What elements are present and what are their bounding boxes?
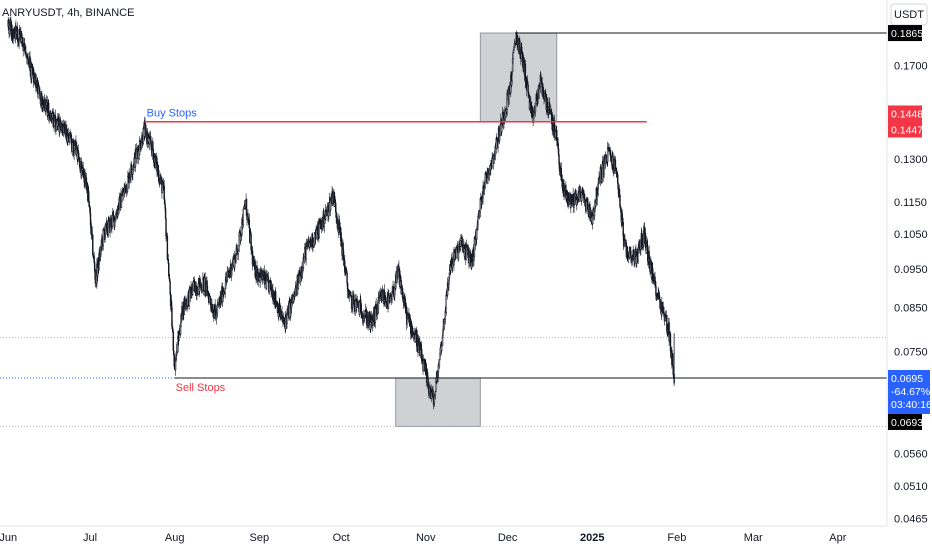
candle-body <box>544 90 547 95</box>
candle-body <box>161 187 164 194</box>
time-tick-label: Jun <box>0 532 17 544</box>
candle-body <box>438 359 441 367</box>
candle-body <box>585 200 588 212</box>
sell-stops-label: Sell Stops <box>176 382 226 394</box>
low-price-tag-bg <box>888 413 922 430</box>
price-tick-label: 0.0465 <box>894 513 928 525</box>
price-tick-label: 0.1050 <box>894 229 928 241</box>
candle-body <box>621 213 623 221</box>
candle-body <box>237 250 240 255</box>
time-tick-label: Dec <box>498 532 518 544</box>
countdown-text: 03:40:16 <box>891 399 932 411</box>
annotation-layer: Buy Stops Sell Stops <box>144 108 887 394</box>
time-tick-label: Aug <box>165 532 185 544</box>
price-tick-label: 0.0510 <box>894 481 928 493</box>
candle-body <box>527 84 529 93</box>
candle-body <box>39 91 41 100</box>
price-tick-label: 0.1700 <box>894 60 928 72</box>
candle-body <box>323 223 326 227</box>
time-tick-label: Apr <box>829 532 846 544</box>
buy-stops-label: Buy Stops <box>147 108 198 120</box>
candle-series <box>7 16 675 410</box>
time-tick-label: Mar <box>744 532 763 544</box>
candle-body <box>179 326 182 335</box>
candle-body <box>242 208 245 225</box>
candle-body <box>127 175 129 190</box>
symbol-title: ANRYUSDT, 4h, BINANCE <box>2 7 134 19</box>
candle-body <box>301 270 304 274</box>
candle-body <box>627 252 629 257</box>
candle-body <box>586 198 589 210</box>
time-tick-label: Sep <box>249 532 269 544</box>
price-axis[interactable]: 0.1700 0.1300 0.1150 0.1050 0.0950 0.0850 0.07… <box>894 60 928 525</box>
low-price-tag-text: 0.0693 <box>891 417 923 429</box>
change-percent-text: -64.67% <box>891 386 930 398</box>
time-axis[interactable]: Jun Jul Aug Sep Oct Nov Dec 2025 Feb Mar Apr <box>0 532 847 544</box>
price-tick-label: 0.1150 <box>894 197 927 209</box>
candle-body <box>346 272 348 284</box>
candle-body <box>247 213 249 218</box>
price-tick-label: 0.1300 <box>894 154 928 166</box>
price-tick-label: 0.0560 <box>894 448 928 460</box>
time-tick-label: Jul <box>83 532 97 544</box>
candle-body <box>76 145 78 150</box>
candle-body <box>121 195 123 202</box>
time-tick-label: Nov <box>416 532 436 544</box>
candle-body <box>435 381 437 392</box>
price-tick-label: 0.0850 <box>894 303 928 315</box>
current-price-tag: 0.0695-64.67%03:40:16 0.0693 <box>888 369 932 430</box>
high-price-tag-bg <box>888 25 922 42</box>
buy-stop-tag-upper-text: 0.1448 <box>891 108 923 120</box>
price-tags: 0.18650.14480.14470.0695-64.67%03:40:160… <box>888 25 932 430</box>
candle-body <box>267 276 270 283</box>
price-tick-label: 0.0750 <box>894 346 928 358</box>
candle-body <box>77 152 80 159</box>
candle <box>166 232 169 260</box>
buy-stop-tag-upper-bg <box>888 105 922 122</box>
level-lines <box>0 32 887 427</box>
candle-body <box>166 235 169 260</box>
candle-body <box>595 202 597 207</box>
currency-label: USDT <box>894 9 924 21</box>
candle-body <box>672 365 674 375</box>
candle-body <box>662 306 664 314</box>
candle <box>242 207 245 227</box>
buy-stop-tag-lower: 0.1447 <box>888 121 923 138</box>
candle-body <box>164 208 167 220</box>
buy-stop-tag-lower-text: 0.1447 <box>891 124 923 136</box>
candle-body <box>353 294 355 305</box>
candle <box>586 197 589 211</box>
candle-body <box>497 141 499 148</box>
candle-body <box>476 228 478 240</box>
high-price-tag-text: 0.1865 <box>891 28 923 40</box>
candle-body <box>519 40 521 54</box>
currency-button[interactable]: USDT <box>890 3 928 26</box>
candle-body <box>245 199 248 216</box>
candle-body <box>617 182 619 190</box>
candle-body <box>655 285 657 296</box>
time-tick-label: 2025 <box>580 532 604 544</box>
buy-stop-tag-upper: 0.1448 <box>888 105 923 122</box>
candle-body <box>432 389 434 397</box>
time-tick-label: Oct <box>333 532 350 544</box>
current-price-tag-bg <box>888 369 930 414</box>
candle-body <box>513 46 515 50</box>
time-tick-label: Feb <box>667 532 686 544</box>
candle-body <box>445 294 447 313</box>
candle-body <box>617 174 619 184</box>
price-tick-label: 0.0950 <box>894 264 928 276</box>
candle-body <box>669 334 672 352</box>
high-price-tag: 0.1865 <box>888 25 923 42</box>
candle-body <box>214 304 216 312</box>
current-price-text: 0.0695 <box>891 373 923 385</box>
candle-body <box>461 236 463 247</box>
buy-stop-tag-lower-bg <box>888 121 922 138</box>
candle-body <box>600 167 602 170</box>
zone-box <box>395 377 481 427</box>
